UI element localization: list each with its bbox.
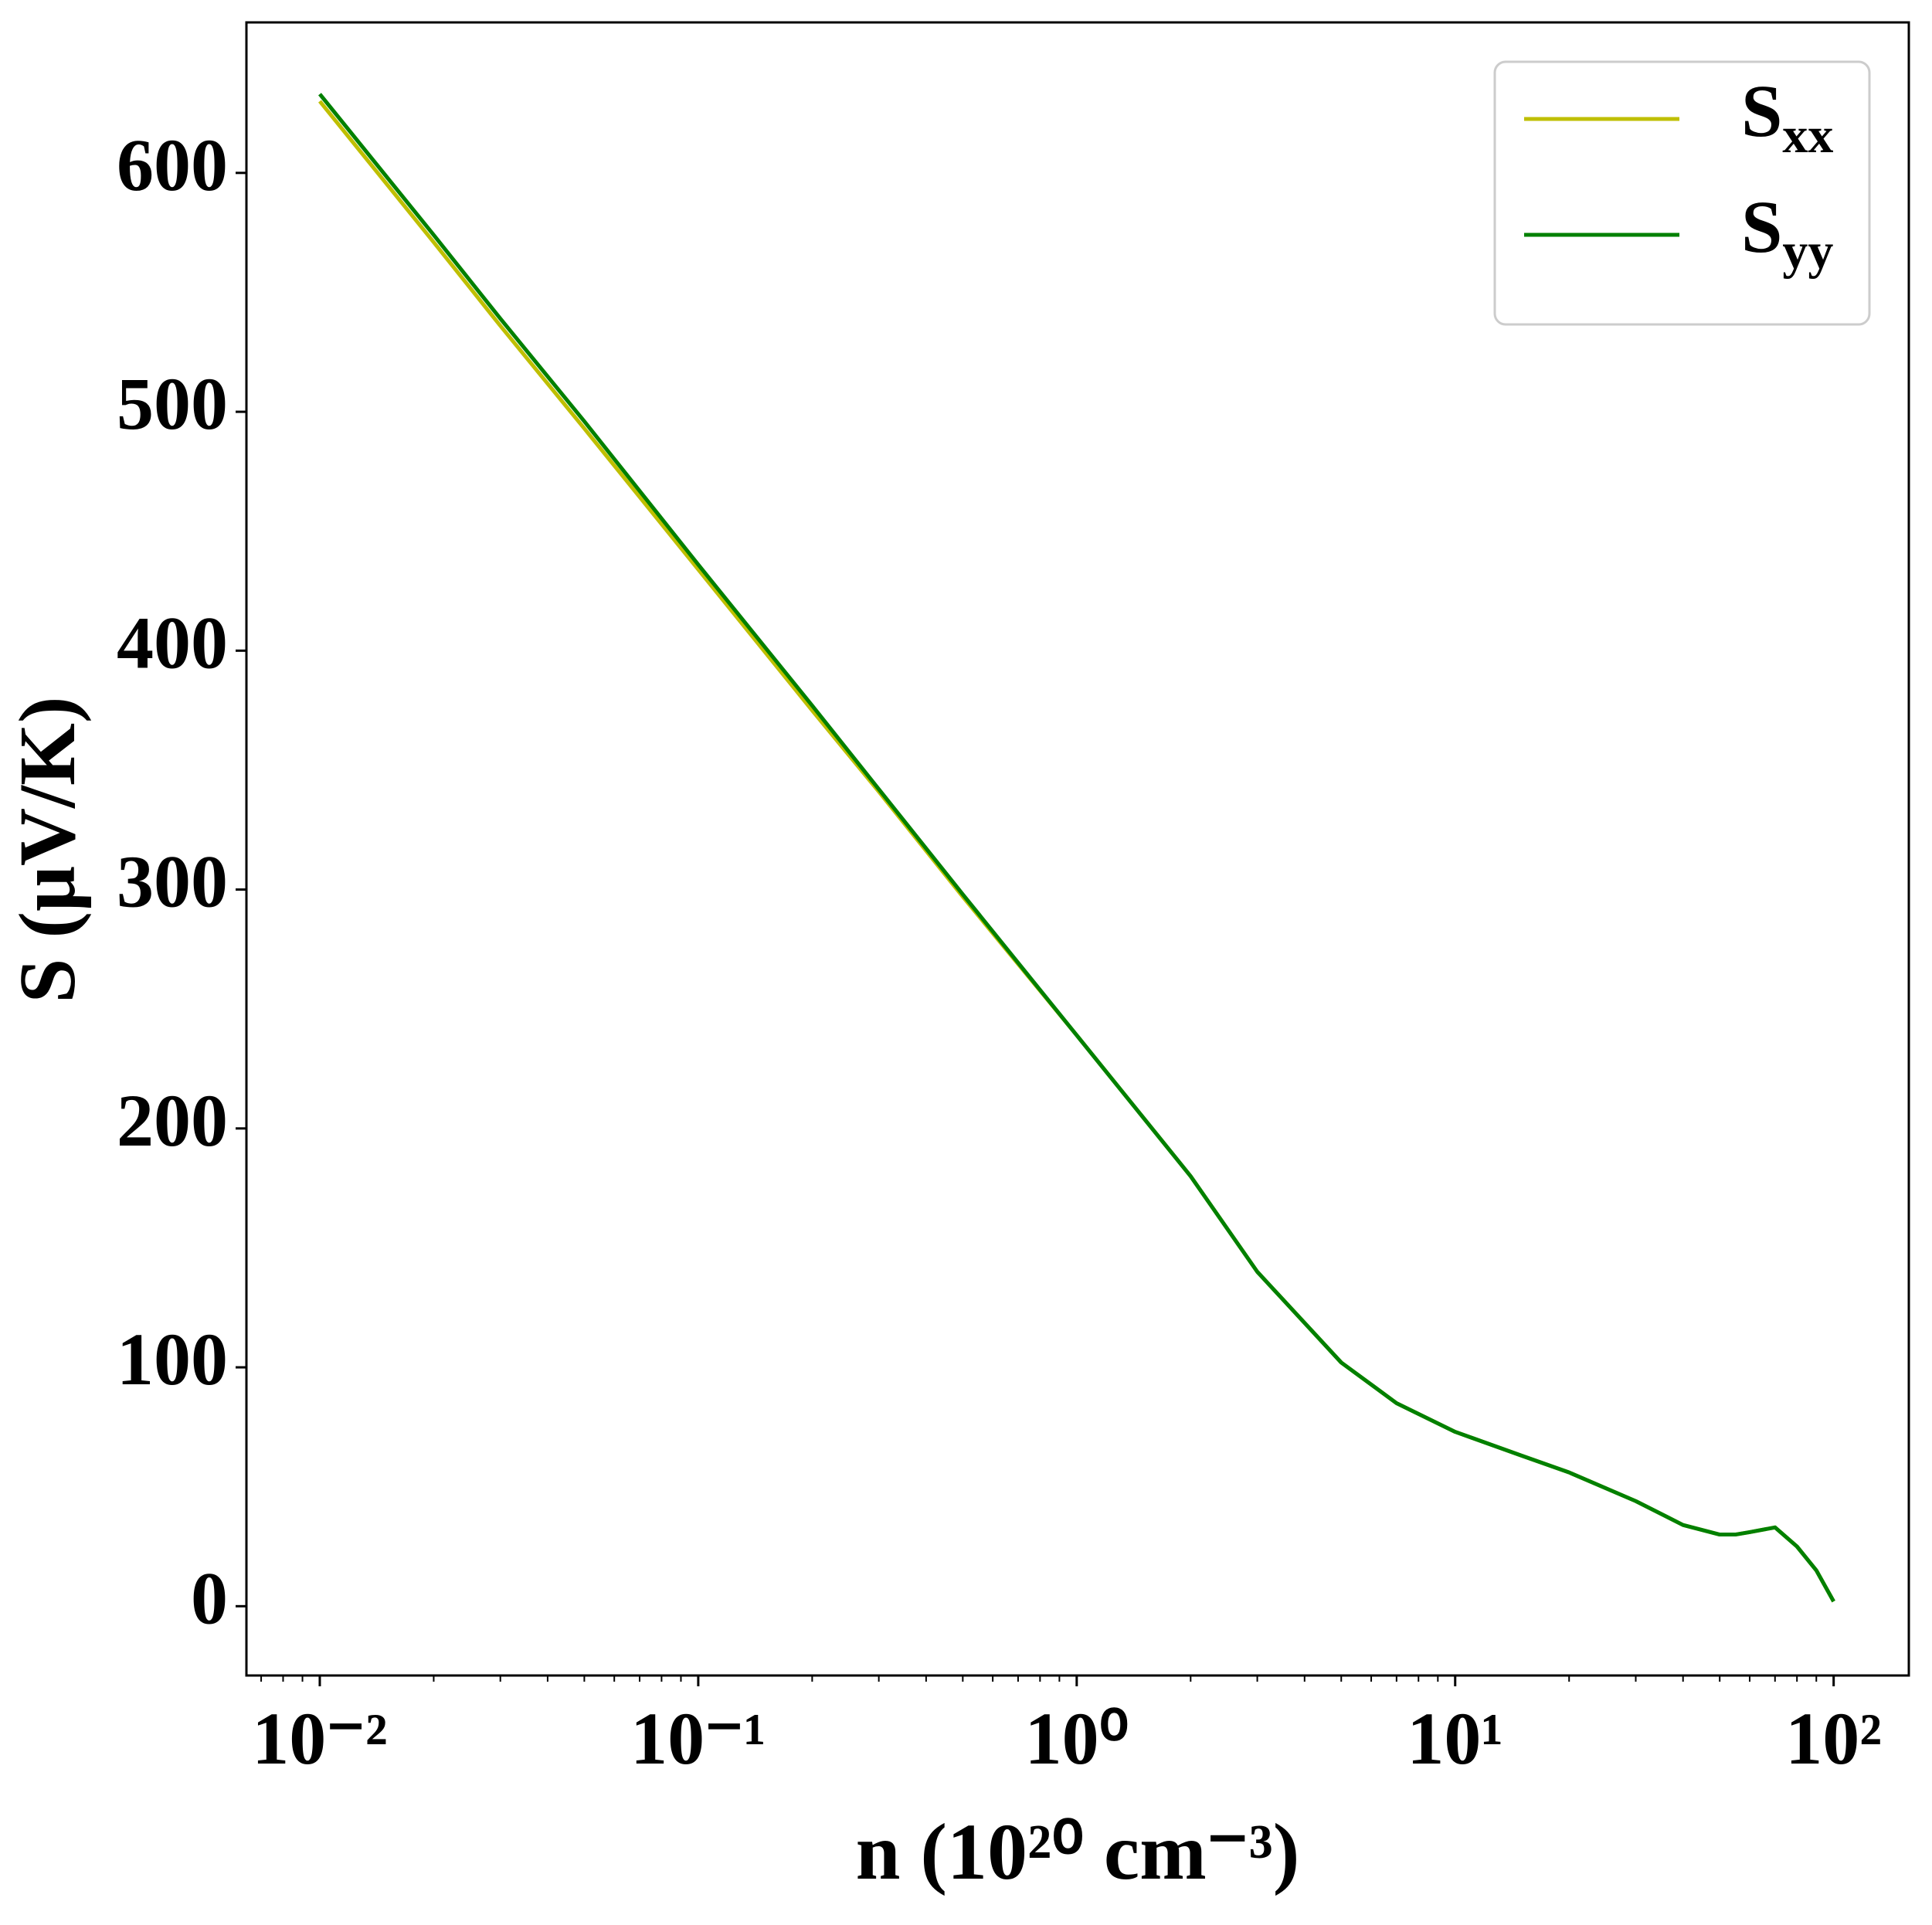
series-line <box>318 93 1835 1603</box>
legend-label: Syy <box>1741 185 1833 280</box>
y-tick-label: 400 <box>117 601 228 684</box>
legend-box <box>1493 60 1871 326</box>
y-tick-label: 0 <box>191 1557 228 1639</box>
x-tick-label: 10⁻¹ <box>630 1697 766 1780</box>
y-tick-label: 200 <box>117 1079 228 1162</box>
x-axis-label: n (10²⁰ cm⁻³) <box>856 1808 1300 1896</box>
y-axis-label: S (μV/K) <box>3 697 92 1003</box>
y-tick-label: 100 <box>117 1318 228 1400</box>
legend-label: Sxx <box>1741 70 1833 164</box>
x-tick-label: 10² <box>1785 1697 1882 1780</box>
series-line <box>318 100 1835 1603</box>
y-tick-label: 600 <box>117 124 228 206</box>
y-tick-label: 500 <box>117 362 228 445</box>
x-tick-label: 10⁻² <box>252 1697 387 1780</box>
x-tick-label: 10¹ <box>1407 1697 1503 1780</box>
x-tick-label: 10⁰ <box>1025 1697 1129 1780</box>
y-tick-label: 300 <box>117 840 228 923</box>
